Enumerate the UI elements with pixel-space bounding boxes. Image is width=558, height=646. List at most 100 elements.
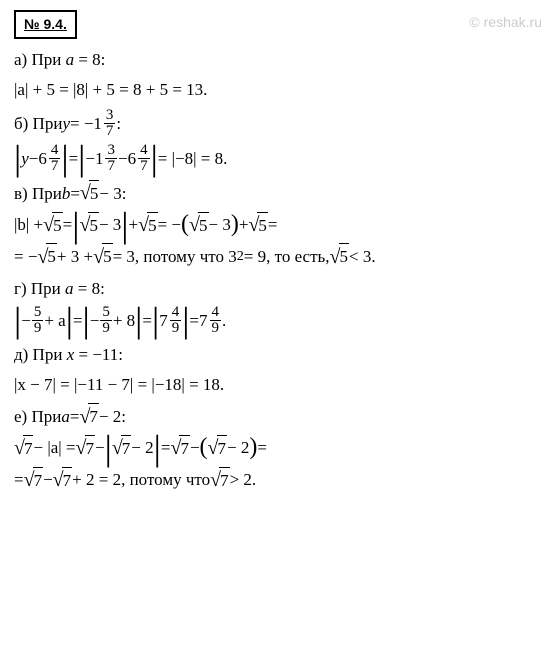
prefix: б) При: [14, 111, 62, 137]
num: 3: [104, 108, 116, 124]
abs-close: |: [151, 144, 158, 173]
num: 4: [170, 305, 182, 321]
var: a: [66, 50, 75, 69]
mixed-1b: 1 3 7: [95, 143, 118, 174]
abs-close: |: [66, 306, 73, 335]
var: a: [65, 279, 74, 298]
num: 5: [32, 305, 44, 321]
whole: 6: [128, 146, 137, 172]
section-f: е) При a = √7 − 2: √7 − |a| = √7 − | √7 …: [14, 403, 544, 493]
sqrt-icon: √7: [170, 435, 189, 462]
section-c-line2: = − √5 + 3 + √5 = 3, потому что 32 = 9, …: [14, 243, 544, 270]
minus: −: [190, 435, 200, 461]
prefix: а) При: [14, 50, 66, 69]
section-b-line1: | y − 6 4 7 | = | − 1 3 7 − 6 4 7: [14, 143, 544, 174]
whole: 7: [159, 308, 168, 334]
abs-close: |: [121, 211, 128, 240]
result: = |−8| = 8.: [158, 146, 228, 172]
frac: 4 9: [170, 305, 182, 336]
neg: −: [85, 146, 95, 172]
den: 7: [138, 159, 150, 174]
den: 9: [100, 321, 112, 336]
sqrt-icon: √7: [208, 435, 227, 462]
sqrt-icon: √5: [138, 212, 157, 239]
minus3: − 3: [209, 212, 231, 238]
eq: =: [257, 435, 267, 461]
prefix: е) При: [14, 404, 61, 430]
section-b-header: б) При y = − 1 3 7 :: [14, 108, 544, 139]
frac: 5 9: [100, 305, 112, 336]
sqrt-icon: √5: [248, 212, 267, 239]
den: 7: [105, 159, 117, 174]
eq: = −: [70, 111, 93, 137]
whole: 1: [95, 146, 104, 172]
start: = −: [14, 244, 37, 270]
expr: |x − 7| = |−11 − 7| = |−18| = 18.: [14, 372, 224, 398]
section-c-line1: |b| + √5 = | √5 − 3 | + √5 = − ( √5 − 3 …: [14, 211, 544, 240]
section-d-header: г) При a = 8:: [14, 276, 544, 302]
sqrt-icon: √5: [37, 243, 56, 270]
num: 3: [105, 143, 117, 159]
den: 9: [210, 321, 222, 336]
abs-open: |: [78, 144, 85, 173]
colon: :: [116, 111, 121, 137]
mixed-1: 1 3 7: [93, 108, 116, 139]
prefix: д) При: [14, 345, 67, 364]
den: 9: [170, 321, 182, 336]
plus8: + 8: [113, 308, 135, 334]
sqrt-icon: √7: [112, 435, 131, 462]
section-d-line1: | − 5 9 + a | = | − 5 9 + 8 | = | 7 4 9 …: [14, 305, 544, 336]
whole: 6: [38, 146, 47, 172]
section-f-line2: = √7 − √7 + 2 = 2, потому что √7 > 2.: [14, 467, 544, 494]
eq: =: [268, 212, 278, 238]
section-c-header: в) При b = √5 − 3:: [14, 180, 544, 207]
plus2: + 2 = 2, потому что: [72, 467, 210, 493]
num: 5: [100, 305, 112, 321]
sqrt-icon: √7: [79, 403, 98, 430]
abs-open: |: [105, 434, 112, 463]
eq: = −11:: [74, 345, 123, 364]
expr: |a| + 5 = |8| + 5 = 8 + 5 = 13.: [14, 77, 207, 103]
minus3: − 3:: [99, 181, 126, 207]
paren-open: (: [200, 437, 208, 459]
section-a-header: а) При a = 8:: [14, 47, 544, 73]
den: 7: [104, 124, 116, 139]
abs-close: |: [154, 434, 161, 463]
plus3: + 3 +: [57, 244, 93, 270]
minus-abs: − |a| =: [33, 435, 75, 461]
eq: = 8:: [74, 279, 105, 298]
sqrt-icon: √7: [76, 435, 95, 462]
var: a: [61, 404, 70, 430]
minus3: − 3: [99, 212, 121, 238]
sqrt-icon: √7: [24, 467, 43, 494]
eq: =: [142, 308, 152, 334]
eq: =: [73, 308, 83, 334]
start: =: [14, 467, 24, 493]
minus2: − 2: [227, 435, 249, 461]
eq9: = 9, то есть,: [244, 244, 330, 270]
abs-open: |: [72, 211, 79, 240]
abs-close: |: [61, 144, 68, 173]
problem-number: № 9.4.: [14, 10, 77, 39]
frac: 4 7: [49, 143, 61, 174]
minus: −: [118, 146, 128, 172]
neg: = −: [158, 212, 181, 238]
watermark: © reshak.ru: [469, 12, 542, 33]
sqrt-icon: √7: [14, 435, 33, 462]
mixed-2b: 6 4 7: [128, 143, 151, 174]
eq: =: [161, 435, 171, 461]
var: y: [62, 111, 70, 137]
eq: =: [70, 181, 80, 207]
start: |b| +: [14, 212, 43, 238]
mixed: 7 4 9: [159, 305, 182, 336]
plus: +: [129, 212, 139, 238]
neg: −: [21, 308, 31, 334]
whole: 1: [93, 111, 102, 137]
plus-a: + a: [44, 308, 65, 334]
abs-open: |: [14, 306, 21, 335]
abs-open: |: [83, 306, 90, 335]
section-d: г) При a = 8: | − 5 9 + a | = | − 5 9 + …: [14, 276, 544, 337]
prefix: г) При: [14, 279, 65, 298]
eq: =: [63, 212, 73, 238]
eq: =: [69, 146, 79, 172]
